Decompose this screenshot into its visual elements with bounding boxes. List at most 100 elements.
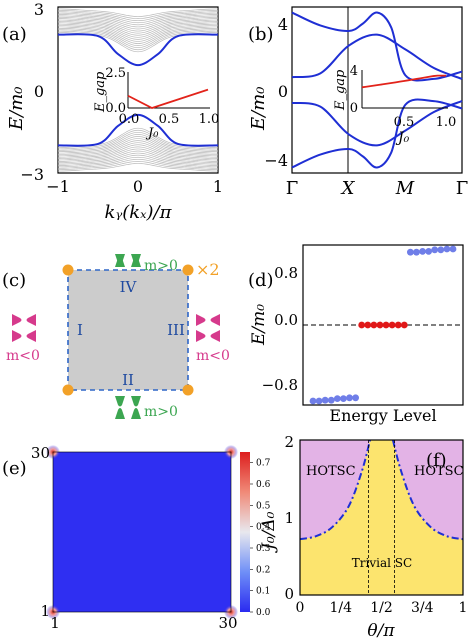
mass-label-left: m<0 [6, 348, 40, 364]
bulk-band [57, 154, 219, 166]
panel-a-ytick-top: 3 [34, 0, 44, 19]
energy-level-point [358, 321, 366, 329]
energy-level-point [346, 394, 353, 402]
panel-f-xtick: 1/4 [329, 600, 352, 616]
panel-b-inset-ytick-bottom: 0 [350, 101, 358, 116]
panel-b-ytick-top: 4 [278, 15, 288, 34]
panel-a-ytick-mid: 0 [34, 82, 44, 101]
panel-a-ylabel: E/m₀ [6, 87, 27, 132]
energy-level-point [431, 246, 439, 254]
panel-d-label: (d) [248, 270, 274, 291]
panel-d-points [309, 245, 457, 405]
colorbar [240, 452, 250, 612]
dirac-cone-icon-left [12, 314, 36, 342]
corner-state-bottom-left [62, 384, 74, 396]
panel-b-inset-xlabel: J₀ [395, 130, 410, 146]
panel-a-inset-ytick-top: 2.5 [105, 66, 126, 81]
bulk-band [57, 161, 219, 171]
panel-b: 4 0 0.5 1.0 J₀ E_gap (b) 4 0 −4 Γ X M Γ … [248, 6, 468, 199]
bulk-band [57, 11, 219, 22]
energy-level-point [315, 397, 323, 405]
corner-state-top-left [62, 264, 74, 276]
energy-level-point [382, 321, 390, 329]
bulk-band [57, 146, 219, 161]
energy-level-point [333, 395, 341, 402]
bulk-band [57, 29, 219, 49]
dirac-cone-icon-bottom [115, 396, 141, 419]
bulk-band [57, 136, 219, 154]
panel-b-xtick-m: M [395, 178, 415, 199]
panel-a-inset-xtick-0: 0.0 [119, 112, 140, 127]
panel-d-ylabel: E/m₀ [249, 304, 269, 346]
energy-level-point [419, 248, 426, 255]
colorbar-tick-label: 0.6 [256, 480, 271, 490]
bulk-band [57, 144, 219, 159]
bulk-band [57, 134, 219, 153]
bulk-band [57, 129, 219, 150]
bulk-band [57, 9, 219, 19]
panel-e-ytick-bottom: 1 [40, 602, 50, 620]
bulk-band [57, 152, 219, 165]
panel-b-inset-ylabel: E_gap [333, 69, 348, 111]
energy-level-point [370, 321, 378, 329]
bulk-band [57, 23, 219, 40]
colorbar-tick-label: 0.0 [256, 608, 271, 618]
bulk-band [57, 12, 219, 24]
bulk-band [57, 8, 219, 17]
phase-hotsc-region [300, 440, 463, 540]
bulk-band [57, 15, 219, 28]
phase-label-hotsc-right: HOTSC [414, 464, 464, 479]
panel-c: (c) ×2 IV I III II m>0 m<0 [2, 254, 230, 420]
panel-d-ytick-top: 0.8 [274, 264, 298, 282]
panel-a-inset-xtick-2: 1.0 [199, 112, 220, 127]
bulk-band [291, 33, 463, 80]
colorbar-tick-label: 0.7 [256, 459, 271, 469]
panel-d-xlabel: Energy Level [329, 406, 436, 425]
colorbar-ticks: 0.7 0.6 0.5 0.4 0.3 0.2 0.1 0.0 [250, 459, 271, 618]
bulk-band [291, 11, 463, 82]
energy-level-point [364, 321, 372, 329]
panel-a-inset-ylabel: E_gap [93, 71, 108, 113]
colorbar-tick-label: 0.1 [256, 587, 270, 597]
energy-level-point [425, 248, 433, 255]
panel-e: 0.7 0.6 0.5 0.4 0.3 0.2 0.1 0.0 (e) 30 1 1 30 [2, 444, 271, 632]
bulk-band [57, 21, 219, 36]
panel-b-ytick-bottom: −4 [264, 151, 288, 170]
corner-state-top-right [182, 264, 194, 276]
panel-d-ytick-mid: 0.0 [274, 311, 298, 329]
bulk-band [57, 150, 219, 164]
dirac-cone-icon-right [196, 314, 220, 342]
bulk-band [291, 100, 463, 147]
panel-b-frame [291, 6, 463, 174]
colorbar-tick-label: 0.4 [256, 523, 271, 533]
panel-f-xtick: 3/4 [411, 600, 434, 616]
mass-label-right: m<0 [196, 348, 230, 364]
bulk-band [291, 98, 463, 169]
energy-level-point [449, 245, 457, 253]
heatmap [53, 452, 231, 612]
panel-b-ytick-mid: 0 [278, 82, 288, 101]
panel-a-inset-xtick-1: 0.5 [159, 112, 180, 127]
energy-level-point [376, 321, 384, 329]
panel-f-xtick: 0 [296, 600, 305, 616]
panel-f-xticks: 0 1/4 1/2 3/4 1 [296, 600, 468, 616]
panel-e-xtick-right: 30 [218, 614, 237, 632]
bulk-band [57, 163, 219, 172]
panel-f-ytick-mid: 1 [284, 509, 294, 527]
bulk-band [57, 30, 219, 51]
panel-f: HOTSC HOTSC Trivial SC (f) 2 1 0 0 1/4 1/2… [259, 433, 467, 641]
panel-b-inset-ytick-top: 4 [350, 64, 358, 79]
energy-level-point [321, 396, 329, 404]
energy-level-point [327, 396, 335, 404]
phase-boundary [299, 439, 372, 541]
mass-label-top: m>0 [144, 258, 178, 274]
panel-a-inset-gap-line [127, 88, 209, 109]
panel-b-xtick-x: X [340, 178, 356, 199]
edge-label-i: I [77, 321, 83, 339]
panel-a-xtick-left: −1 [46, 177, 70, 196]
colorbar-tick-label: 0.5 [256, 501, 271, 511]
panel-f-ytick-bottom: 0 [284, 585, 294, 603]
energy-level-point [443, 245, 451, 253]
panel-f-xlabel: θ/π [367, 621, 395, 641]
panel-a-inset-ytick-bottom: 0.0 [105, 101, 126, 116]
